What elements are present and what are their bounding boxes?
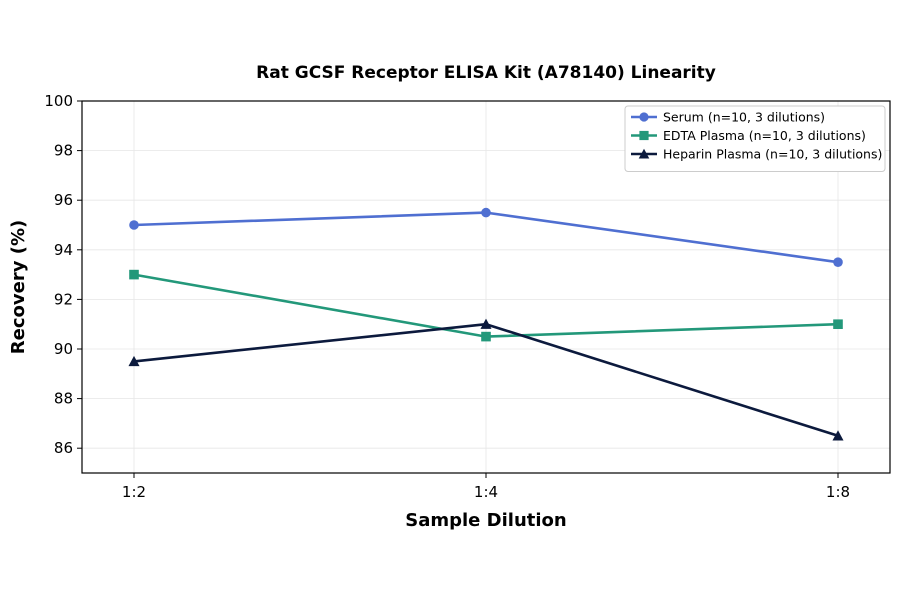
legend-label: Serum (n=10, 3 dilutions) xyxy=(663,110,825,125)
y-tick-label: 96 xyxy=(54,191,73,209)
legend-item: EDTA Plasma (n=10, 3 dilutions) xyxy=(631,128,866,143)
data-point xyxy=(481,207,491,218)
y-tick-label: 92 xyxy=(54,290,73,308)
series-3 xyxy=(128,318,844,441)
data-point xyxy=(833,319,843,329)
y-tick-label: 98 xyxy=(54,142,73,160)
legend-label: EDTA Plasma (n=10, 3 dilutions) xyxy=(663,128,866,143)
data-point xyxy=(129,269,139,280)
x-tick-label: 1:4 xyxy=(474,483,498,501)
y-tick-label: 94 xyxy=(54,241,73,259)
y-tick-label: 90 xyxy=(54,340,73,358)
y-tick-label: 100 xyxy=(44,92,73,110)
y-tick-label: 88 xyxy=(54,390,73,408)
data-point xyxy=(639,112,649,122)
legend-box xyxy=(624,105,886,172)
data-point xyxy=(481,331,491,342)
chart-title: Rat GCSF Receptor ELISA Kit (A78140) Lin… xyxy=(256,63,716,83)
legend-item: Heparin Plasma (n=10, 3 dilutions) xyxy=(631,147,882,162)
legend-label: Heparin Plasma (n=10, 3 dilutions) xyxy=(663,147,882,162)
data-point xyxy=(129,220,139,230)
series-2 xyxy=(129,269,843,342)
legend-item: Serum (n=10, 3 dilutions) xyxy=(631,110,825,125)
y-axis-label: Recovery (%) xyxy=(8,220,29,354)
legend: Serum (n=10, 3 dilutions) EDTA Plasma (n=… xyxy=(624,105,886,172)
x-axis-label: Sample Dilution xyxy=(405,510,566,531)
data-point xyxy=(480,318,492,329)
series-1 xyxy=(129,207,843,268)
axis-ticks: 86 88 90 92 94 96 98 100 1:2 1:4 1:8 xyxy=(44,92,850,501)
series-layer xyxy=(128,207,844,441)
x-tick-label: 1:2 xyxy=(122,483,146,501)
data-point xyxy=(638,148,650,159)
x-tick-label: 1:8 xyxy=(826,483,850,501)
y-tick-label: 86 xyxy=(54,439,73,457)
data-point xyxy=(833,257,843,268)
data-point xyxy=(128,355,140,367)
data-point xyxy=(832,430,844,441)
data-point xyxy=(639,130,649,141)
